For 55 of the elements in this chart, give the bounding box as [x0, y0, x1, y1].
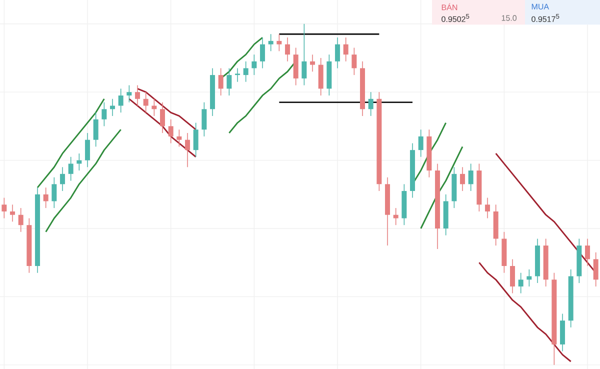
text: 0.9517$^{5}$ [532, 14, 560, 22]
candlestick [260, 37, 266, 69]
candlestick [468, 163, 474, 192]
candlestick [393, 208, 398, 226]
candlestick [352, 47, 357, 76]
candlestick [2, 197, 7, 219]
candlestick [52, 176, 57, 208]
candlestick [585, 238, 590, 266]
candlestick [60, 166, 66, 192]
text: MUA [532, 4, 550, 10]
candlestick [518, 272, 524, 294]
candlestick [160, 102, 166, 134]
candlestick [235, 68, 240, 82]
candlestick [226, 68, 232, 96]
candlestick [110, 98, 116, 116]
candlestick [93, 112, 98, 148]
candlestick [218, 68, 224, 96]
candlestick [193, 122, 198, 158]
candlestick [302, 23, 307, 86]
candlestick [460, 166, 466, 192]
candlestick [135, 84, 140, 106]
candlestick [202, 102, 207, 137]
candlestick [310, 54, 316, 72]
candlestick [335, 37, 340, 69]
candlestick [418, 129, 424, 158]
candlestick [85, 132, 90, 168]
candlestick [10, 204, 15, 222]
candlestick [343, 37, 348, 62]
candlestick [318, 58, 324, 96]
candlestick [293, 47, 298, 86]
candlestick [268, 34, 274, 52]
candlestick [18, 208, 24, 232]
candlestick [510, 258, 516, 294]
candlestick [485, 197, 490, 219]
candlestick [68, 156, 74, 182]
candlestick [126, 84, 132, 103]
text: 0.9502$^{5}$ [442, 14, 470, 22]
text: BÁN [442, 3, 458, 10]
candlestick [143, 92, 148, 113]
candlestick [276, 34, 282, 52]
candlestick [243, 60, 248, 82]
candlestick [168, 118, 174, 144]
candlestick [560, 313, 565, 352]
candlestick [118, 88, 124, 113]
candlestick [102, 102, 107, 127]
candlestick [593, 252, 598, 287]
candlestick [185, 132, 190, 168]
candlestick [526, 269, 532, 287]
candlestick [252, 54, 257, 76]
text: 15.0 [502, 15, 517, 21]
candlestick [176, 129, 182, 148]
candlestick [368, 92, 374, 116]
candlestick [43, 187, 48, 208]
candlestick [152, 98, 157, 116]
candlestick [285, 37, 290, 62]
